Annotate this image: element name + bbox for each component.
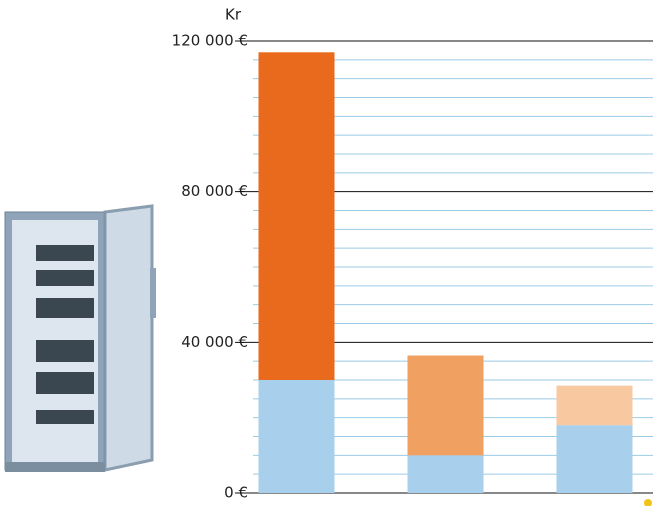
bar-segment — [259, 380, 335, 493]
bar-segment — [259, 52, 335, 380]
fridge-illustration — [5, 206, 156, 472]
y-axis-label: Kr — [225, 6, 242, 24]
bar-segment — [408, 455, 484, 493]
decoration-dot — [644, 499, 652, 506]
chart: Kr 0 €40 000 €80 000 €120 000 € — [0, 0, 653, 506]
bar-segment — [557, 386, 633, 426]
bar-segment — [408, 356, 484, 456]
bar-segment — [557, 425, 633, 493]
